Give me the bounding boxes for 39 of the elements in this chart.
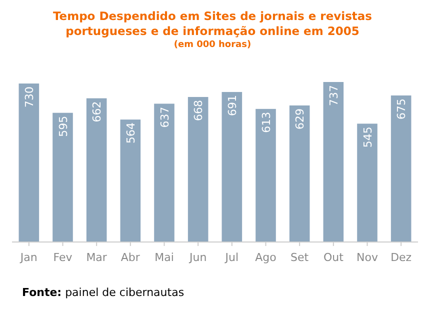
data-label: 675	[395, 98, 408, 120]
x-tick-label: Dez	[390, 251, 412, 264]
data-label: 730	[22, 86, 36, 108]
bar	[357, 124, 378, 242]
data-label: 629	[294, 108, 307, 130]
bar	[52, 112, 73, 242]
bar	[256, 108, 276, 242]
chart-subtitle: (em 000 horas)	[174, 40, 252, 50]
x-tick-label: Jan	[19, 251, 38, 264]
x-tick-label: Ago	[255, 251, 277, 264]
bar	[154, 104, 174, 242]
x-tick-label: Mar	[86, 251, 108, 264]
bar	[390, 95, 412, 242]
data-label: 637	[158, 106, 172, 128]
bar	[188, 96, 208, 242]
x-tick-label: Jun	[188, 251, 207, 264]
x-tick-label: Mai	[154, 251, 174, 264]
data-label: 613	[260, 112, 273, 133]
bar	[289, 105, 310, 242]
bar	[120, 120, 141, 242]
data-label: 545	[361, 126, 374, 148]
data-label: 691	[226, 94, 239, 116]
x-tick-label: Jul	[224, 251, 239, 264]
data-label: 595	[56, 116, 70, 137]
bar	[323, 82, 344, 242]
data-label: 737	[327, 85, 340, 106]
source-note: Fonte: painel de cibernautas	[22, 286, 184, 299]
x-tick-label: Fev	[53, 251, 73, 264]
x-tick-label: Abr	[120, 251, 140, 264]
x-tick-label: Set	[290, 251, 310, 264]
data-label: 662	[90, 101, 104, 122]
chart-title: Tempo Despendido em Sites de jornais e revistas portugueses e de informação online em 2005	[52, 9, 372, 38]
bar	[222, 92, 242, 242]
x-tick-label: Out	[323, 251, 344, 264]
bar	[18, 84, 40, 242]
data-label: 564	[124, 122, 138, 144]
data-label: 668	[192, 100, 206, 121]
bar	[86, 98, 107, 242]
x-tick-label: Nov	[356, 251, 378, 264]
